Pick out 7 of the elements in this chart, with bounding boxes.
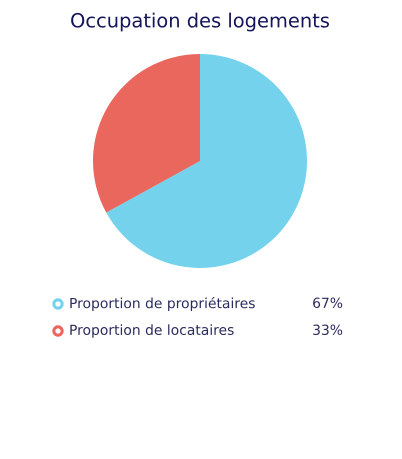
data-label: 67% (313, 298, 342, 308)
pie-slice (93, 54, 200, 213)
pie-slice (106, 54, 307, 268)
chart-title: Occupation des logements (71, 12, 329, 32)
data-label: 33% (313, 324, 342, 336)
legend-label: Proportion de propriétaires (70, 297, 255, 311)
legend-label: Proportion de locataires (70, 324, 234, 338)
